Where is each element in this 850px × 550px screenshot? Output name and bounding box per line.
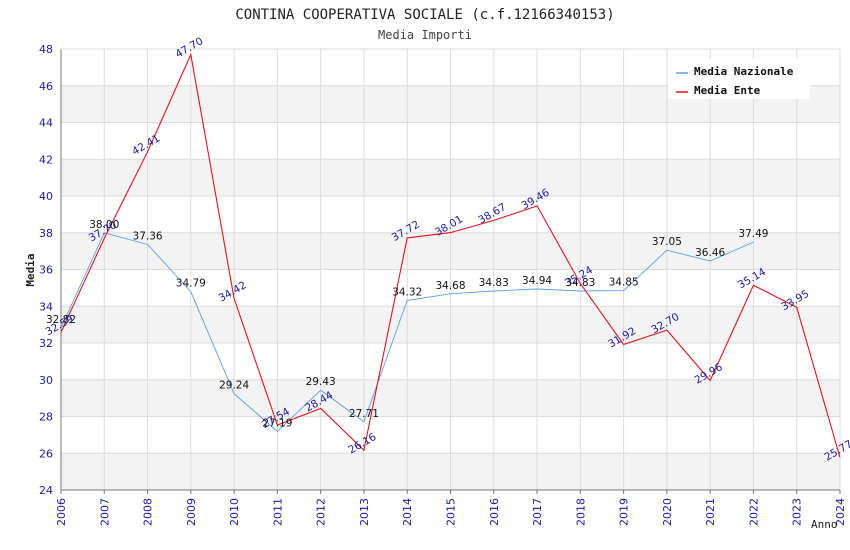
series-line-media-ente [60, 52, 841, 458]
y-tick-label: 30 [39, 374, 53, 387]
data-label-nazionale: 29.43 [306, 376, 336, 388]
x-tick-label: 2011 [271, 498, 284, 526]
x-axis-label: Anno [811, 518, 838, 531]
y-tick-label: 26 [39, 447, 53, 460]
x-tick-label: 2020 [661, 498, 674, 526]
series-line-media-nazionale [60, 232, 754, 433]
x-tick-labels: 2006 2007 2008 2009 2010 2011 2012 2013 2014 2015… [55, 498, 847, 526]
x-tick-label: 2023 [791, 498, 804, 526]
data-label-ente: 34.42 [217, 279, 249, 304]
x-tick-label: 2017 [531, 498, 544, 526]
x-tick-label: 2024 [834, 498, 847, 526]
chart-title: CONTINA COOPERATIVA SOCIALE (c.f.1216634… [235, 7, 614, 23]
y-tick-label: 44 [39, 117, 53, 130]
data-label-nazionale: 29.24 [219, 380, 249, 392]
data-label-nazionale: 32.82 [46, 314, 76, 326]
x-tick-label: 2008 [142, 498, 155, 526]
x-tick-label: 2022 [747, 498, 760, 526]
y-tick-label: 42 [39, 153, 53, 166]
data-label-nazionale: 27.71 [349, 408, 379, 420]
y-tick-label: 28 [39, 411, 53, 424]
legend-label-media-ente: Media Ente [694, 84, 761, 97]
series-lines [60, 52, 841, 458]
data-label-ente: 26.16 [346, 431, 378, 457]
x-tick-label: 2006 [55, 498, 68, 526]
y-tick-label: 32 [39, 337, 53, 350]
data-label-nazionale: 37.49 [738, 228, 768, 240]
x-tick-label: 2007 [98, 498, 111, 526]
x-tick-label: 2013 [358, 498, 371, 526]
y-tick-label: 46 [39, 80, 53, 93]
x-tick-label: 2014 [401, 498, 414, 526]
y-tick-label: 38 [39, 227, 53, 240]
y-tick-label: 24 [39, 484, 53, 497]
legend-box [668, 59, 810, 99]
x-tick-label: 2009 [185, 498, 198, 526]
legend: Media Nazionale Media Ente [668, 59, 810, 99]
x-tick-label: 2012 [315, 498, 328, 526]
y-tick-labels: 24 26 28 30 32 34 36 38 40 42 44 46 48 [39, 43, 53, 497]
data-label-nazionale: 27.19 [262, 417, 292, 429]
data-label-nazionale: 34.94 [522, 275, 552, 287]
data-label-nazionale: 34.85 [609, 277, 639, 289]
x-tick-label: 2015 [445, 498, 458, 526]
data-label-nazionale: 34.83 [479, 277, 509, 289]
data-label-ente: 38.67 [476, 201, 508, 226]
x-tick-label: 2021 [704, 498, 717, 526]
y-tick-label: 36 [39, 264, 53, 277]
data-label-nazionale: 34.68 [435, 280, 465, 292]
axes [60, 49, 841, 494]
y-tick-label: 34 [39, 300, 53, 313]
data-label-nazionale: 34.83 [565, 277, 595, 289]
y-tick-label: 48 [39, 43, 53, 56]
data-label-nazionale: 38.00 [89, 219, 119, 231]
x-tick-label: 2019 [618, 498, 631, 526]
data-label-nazionale: 34.32 [392, 286, 422, 298]
x-tick-label: 2018 [574, 498, 587, 526]
chart-subtitle: Media Importi [378, 28, 472, 42]
data-label-nazionale: 34.79 [176, 278, 206, 290]
legend-label-media-nazionale: Media Nazionale [694, 65, 794, 78]
x-tick-label: 2010 [228, 498, 241, 526]
data-label-nazionale: 36.46 [695, 247, 725, 259]
data-label-nazionale: 37.36 [133, 231, 163, 243]
x-tick-label: 2016 [488, 498, 501, 526]
y-axis-label: Media [24, 253, 37, 286]
y-tick-label: 40 [39, 190, 53, 203]
data-label-nazionale: 37.05 [652, 236, 682, 248]
